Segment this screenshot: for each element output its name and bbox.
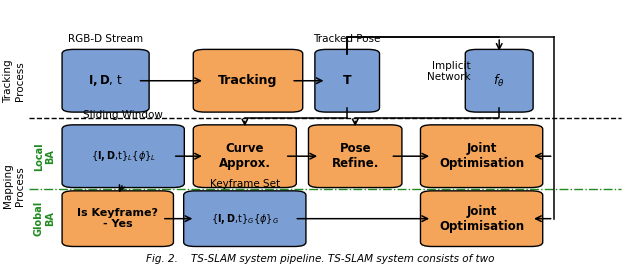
FancyBboxPatch shape — [308, 125, 402, 188]
FancyBboxPatch shape — [315, 49, 380, 112]
Text: Global
BA: Global BA — [34, 201, 56, 236]
Text: $\{\mathbf{I,D}$,t$\}_G \{\phi\}_G$: $\{\mathbf{I,D}$,t$\}_G \{\phi\}_G$ — [211, 212, 279, 226]
Text: Tracked Pose: Tracked Pose — [314, 34, 381, 44]
FancyBboxPatch shape — [62, 191, 173, 247]
Text: Curve
Approx.: Curve Approx. — [219, 142, 271, 170]
Text: RGB-D Stream: RGB-D Stream — [68, 34, 143, 44]
Text: Is Keyframe?
- Yes: Is Keyframe? - Yes — [77, 208, 158, 230]
Text: $f_\theta$: $f_\theta$ — [493, 73, 505, 89]
FancyBboxPatch shape — [420, 191, 543, 247]
Text: Implicit
Network: Implicit Network — [427, 60, 470, 82]
Text: $\mathbf{T}$: $\mathbf{T}$ — [342, 74, 353, 87]
Text: $\{\mathbf{I,D}$,t$\}_L \{\phi\}_L$: $\{\mathbf{I,D}$,t$\}_L \{\phi\}_L$ — [91, 149, 156, 163]
Text: Mapping
Process: Mapping Process — [3, 163, 25, 208]
Text: Pose
Refine.: Pose Refine. — [332, 142, 379, 170]
FancyBboxPatch shape — [193, 49, 303, 112]
FancyBboxPatch shape — [193, 125, 296, 188]
Text: Joint
Optimisation: Joint Optimisation — [439, 142, 524, 170]
FancyBboxPatch shape — [465, 49, 533, 112]
FancyBboxPatch shape — [62, 125, 184, 188]
Text: Fig. 2.    TS-SLAM system pipeline. TS-SLAM system consists of two: Fig. 2. TS-SLAM system pipeline. TS-SLAM… — [146, 254, 494, 264]
Text: Keyframe Set: Keyframe Set — [210, 179, 280, 189]
FancyBboxPatch shape — [62, 49, 149, 112]
Text: Local
BA: Local BA — [34, 142, 56, 170]
Text: Joint
Optimisation: Joint Optimisation — [439, 205, 524, 233]
Text: $\mathbf{I, D}$, t: $\mathbf{I, D}$, t — [88, 73, 123, 88]
Text: Tracking
Process: Tracking Process — [3, 59, 25, 102]
FancyBboxPatch shape — [420, 125, 543, 188]
Text: Sliding Window: Sliding Window — [83, 110, 163, 120]
FancyBboxPatch shape — [184, 191, 306, 247]
Text: Tracking: Tracking — [218, 74, 278, 87]
